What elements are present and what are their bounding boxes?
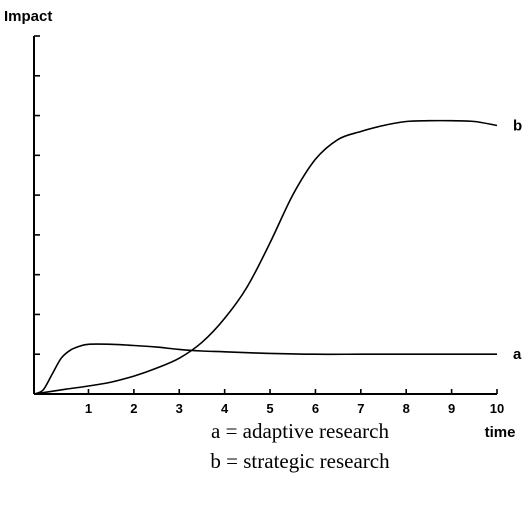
x-tick-label: 7 [357, 401, 364, 416]
legend-entry: a = adaptive research [211, 419, 389, 443]
x-tick-label: 9 [448, 401, 455, 416]
tick-marks [34, 35, 498, 394]
x-tick-label: 4 [221, 401, 229, 416]
x-tick-label: 6 [312, 401, 319, 416]
labels: 1 2 3 4 5 6 7 8 9 10 Impact time a b a = adaptive rese… [4, 8, 522, 473]
x-axis-label: time [485, 424, 516, 441]
x-tick-label: 1 [85, 401, 92, 416]
y-axis-label: Impact [4, 8, 52, 25]
legend-entry: b = strategic research [210, 449, 390, 473]
curves [33, 119, 498, 395]
series-b-label: b [513, 118, 522, 135]
x-tick-label: 8 [403, 401, 410, 416]
axes [33, 36, 497, 395]
series-a-line [33, 343, 497, 395]
series-a-label: a [513, 346, 522, 363]
x-tick-label: 5 [266, 401, 273, 416]
x-tick-label: 3 [176, 401, 183, 416]
x-tick-label: 10 [490, 401, 504, 416]
x-tick-label: 2 [130, 401, 137, 416]
series-b-line [33, 119, 498, 395]
